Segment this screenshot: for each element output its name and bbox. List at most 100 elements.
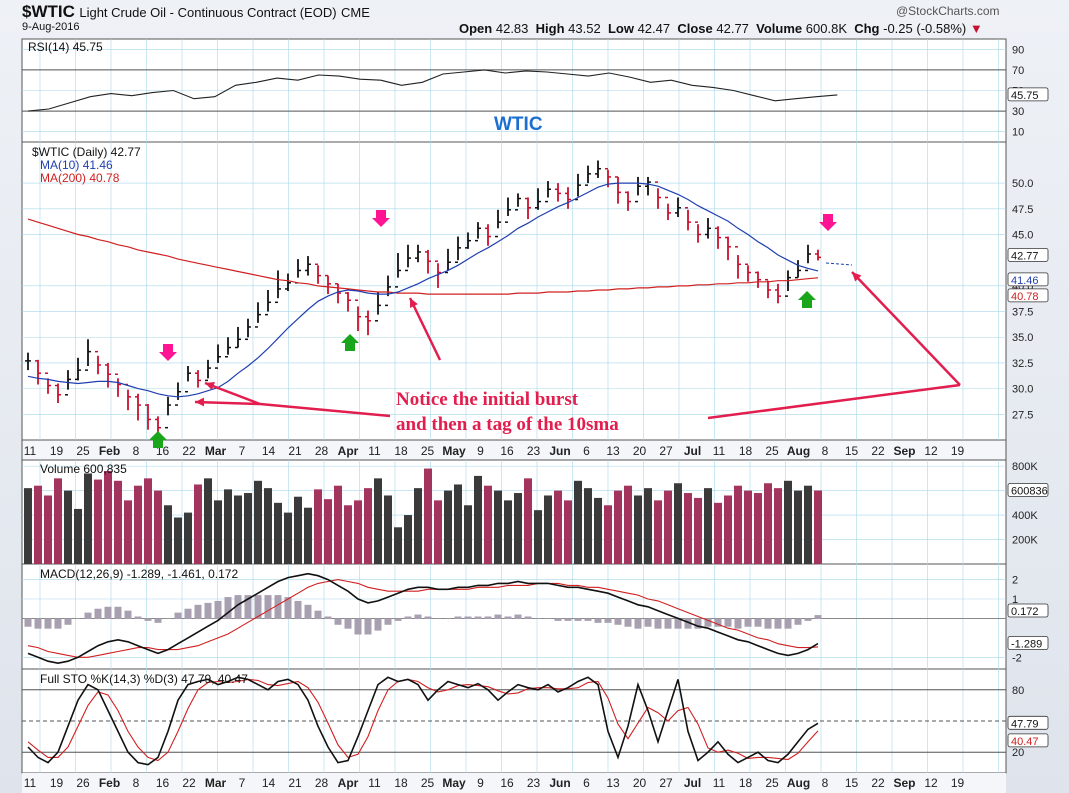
x-tick-label: 22 (871, 444, 885, 458)
volume-bar (144, 478, 152, 564)
x-tick-label-bottom: 6 (583, 776, 590, 790)
ma10-projection (825, 262, 853, 266)
volume-bar (254, 480, 262, 564)
macd-histogram-bar (44, 618, 52, 629)
volume-bar (114, 480, 122, 564)
macd-histogram-bar (314, 610, 322, 619)
x-tick-label-bottom: 28 (315, 776, 329, 790)
macd-histogram-bar (374, 618, 382, 631)
macd-histogram-bar (604, 618, 612, 623)
close-badge-bg (1007, 247, 1049, 262)
macd-histogram-bar (224, 597, 232, 619)
volume-bar (404, 515, 412, 564)
high-value: 43.52 (568, 21, 601, 36)
sto-k-badge-bg (1007, 715, 1049, 730)
ma200-label: MA(200) (40, 171, 89, 185)
volume-bar (234, 495, 242, 564)
x-tick-label: 8 (133, 444, 140, 458)
macd-histogram-bar (734, 618, 742, 629)
y-tick-label: 30.0 (1012, 384, 1033, 396)
macd-histogram-bar (144, 618, 152, 621)
rsi-label: RSI(14) (28, 40, 73, 54)
wtic-title: WTIC (494, 114, 543, 135)
volume-bar (94, 479, 102, 564)
volume-bar (664, 490, 672, 564)
volume-bar (304, 507, 312, 564)
x-tick-label-bottom: 12 (924, 776, 938, 790)
volume-badge-bg (1007, 483, 1049, 497)
symbol: $WTIC (22, 2, 75, 21)
annotation-line-1: Notice the initial burst (396, 389, 579, 410)
volume-bar (364, 488, 372, 564)
volume-bar (324, 499, 332, 564)
sell-signal-arrow-icon (372, 210, 390, 227)
macd-histogram-bar (254, 595, 262, 619)
volume-value: 600,835 (83, 462, 127, 476)
macd-value: -1.289, -1.461, 0.172 (127, 567, 239, 581)
macd-histogram-bar (94, 608, 102, 619)
x-tick-label-bottom: 16 (500, 776, 514, 790)
x-tick-label-bottom: Jun (549, 776, 570, 790)
sto-label: Full STO %K(14,3) %D(3) (40, 672, 181, 686)
volume-bar (684, 493, 692, 564)
volume-bar (544, 495, 552, 564)
low-value: 42.47 (637, 21, 671, 36)
chg-value: -0.25 (-0.58%) (883, 21, 967, 36)
y-tick-label: 200K (1012, 535, 1038, 547)
macd-histogram-bar (814, 615, 822, 619)
macd-histogram-bar (794, 618, 802, 625)
macd-histogram-bar (334, 618, 342, 625)
y-tick-label: 800K (1012, 461, 1038, 473)
volume-bar (644, 488, 652, 564)
macd-histogram-bar (134, 616, 142, 619)
macd-histogram-bar (754, 618, 762, 627)
macd-histogram-bar (624, 618, 632, 627)
macd-histogram-bar (114, 606, 122, 619)
macd-histogram-bar (184, 608, 192, 619)
ma200-value: 40.78 (89, 171, 119, 185)
volume-bar (704, 488, 712, 564)
volume-bar (294, 496, 302, 564)
buy-signal-arrow-icon (149, 431, 167, 448)
x-tick-label-bottom: Apr (338, 776, 359, 790)
panel-legend: MA(200) 40.78 (40, 171, 120, 185)
volume-bar (464, 505, 472, 564)
y-tick-label: 400K (1012, 510, 1038, 522)
macd-histogram-bar (344, 618, 352, 629)
volume-bar (354, 500, 362, 564)
macd-histogram-bar (614, 618, 622, 625)
x-tick-label-bottom: 16 (156, 776, 170, 790)
x-tick-label: Jun (549, 444, 570, 458)
macd-histogram-bar (64, 618, 72, 625)
x-tick-label: 18 (739, 444, 753, 458)
x-tick-label-bottom: 23 (527, 776, 541, 790)
volume-bar (504, 500, 512, 564)
macd-histogram-bar (354, 618, 362, 635)
volume-bar (174, 517, 182, 564)
sto-d-badge: 40.47 (1011, 736, 1039, 748)
volume-bar (814, 490, 822, 564)
macd-histogram-bar (554, 618, 562, 621)
macd-histogram-bar (454, 616, 462, 619)
y-tick-label: 20 (1012, 747, 1024, 759)
volume-bar (534, 510, 542, 564)
y-tick-label: 80 (1012, 685, 1024, 697)
x-tick-label-bottom: 18 (739, 776, 753, 790)
x-tick-label: Apr (338, 444, 359, 458)
macd-histogram-bar (434, 618, 442, 619)
x-tick-label: Sep (893, 444, 915, 458)
x-tick-label-bottom: Feb (99, 776, 120, 790)
macd-histogram-bar (214, 600, 222, 619)
volume-bar (574, 480, 582, 564)
volume-bar (334, 485, 342, 564)
x-tick-label-bottom: Jul (684, 776, 701, 790)
panel-price (21, 141, 1007, 441)
macd-histogram-bar (664, 618, 672, 629)
y-tick-label: -2 (1012, 652, 1022, 664)
close-value: 42.77 (716, 21, 749, 36)
rsi-value: 45.75 (73, 40, 103, 54)
chart-date: 9-Aug-2016 (22, 21, 80, 33)
volume-bar (554, 490, 562, 564)
macd-histogram-bar (194, 604, 202, 619)
